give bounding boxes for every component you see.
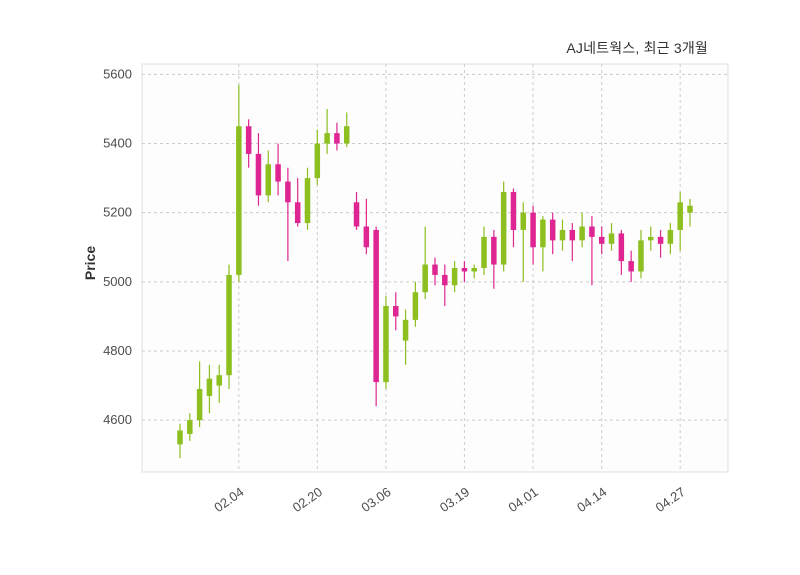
candle-up: [608, 233, 615, 244]
candle-up: [402, 319, 409, 341]
candle-up: [412, 292, 419, 320]
candle-up: [648, 236, 654, 241]
candle-up: [343, 126, 350, 144]
y-tick-label: 5200: [103, 205, 132, 220]
candle-up: [422, 264, 428, 293]
candle-down: [373, 229, 379, 383]
candle-up: [187, 420, 193, 434]
candle-down: [275, 164, 281, 182]
candle-up: [638, 240, 644, 272]
candle-up: [177, 430, 183, 445]
candle-up: [559, 229, 566, 241]
candle-down: [589, 226, 595, 237]
candle-down: [363, 226, 370, 248]
candle-down: [245, 126, 252, 154]
candle-down: [285, 181, 291, 203]
candle-down: [628, 261, 634, 272]
candle-up: [383, 306, 389, 383]
candle-down: [442, 274, 448, 286]
candle-up: [314, 143, 321, 179]
x-tick-label: 02.20: [290, 484, 325, 515]
candle-up: [451, 268, 458, 286]
candle-up: [667, 229, 674, 244]
candle-up: [236, 126, 242, 275]
candle-down: [510, 191, 517, 230]
candle-up: [196, 389, 203, 421]
candle-up: [265, 164, 272, 196]
candle-down: [530, 212, 536, 248]
candle-up: [471, 268, 477, 272]
candle-up: [687, 205, 693, 213]
candle-up: [677, 202, 683, 230]
x-tick-label: 03.19: [437, 484, 472, 515]
y-tick-label: 5000: [103, 274, 132, 289]
candle-down: [461, 268, 468, 272]
candle-down: [549, 219, 556, 241]
y-tick-label: 4800: [103, 343, 132, 358]
candle-up: [216, 375, 222, 386]
y-tick-label: 5400: [103, 136, 132, 151]
y-tick-label: 4600: [103, 412, 132, 427]
candle-up: [481, 236, 487, 268]
candle-down: [255, 153, 262, 196]
chart-title: AJ네트웍스, 최근 3개월: [566, 40, 708, 56]
candle-up: [304, 178, 311, 224]
x-tick-label: 02.04: [211, 484, 246, 515]
candle-up: [324, 133, 330, 144]
candle-up: [540, 219, 546, 248]
candle-down: [294, 202, 301, 224]
candle-down: [393, 306, 399, 317]
candle-down: [353, 202, 360, 227]
x-tick-label: 04.27: [653, 484, 688, 515]
x-tick-label: 04.14: [574, 484, 609, 515]
candle-down: [334, 133, 340, 144]
x-tick-label: 04.01: [506, 484, 541, 515]
candle-down: [598, 236, 605, 244]
candle-up: [226, 274, 232, 376]
candle-up: [500, 191, 507, 265]
y-axis-label: Price: [82, 245, 98, 281]
candle-up: [520, 212, 527, 230]
candle-up: [579, 226, 585, 241]
y-tick-label: 5600: [103, 66, 132, 81]
x-tick-label: 03.06: [358, 484, 393, 515]
candle-down: [491, 236, 497, 265]
candle-down: [569, 229, 576, 241]
candle-down: [657, 236, 664, 244]
candle-up: [206, 378, 213, 396]
candle-down: [618, 233, 625, 262]
candle-down: [432, 264, 438, 275]
